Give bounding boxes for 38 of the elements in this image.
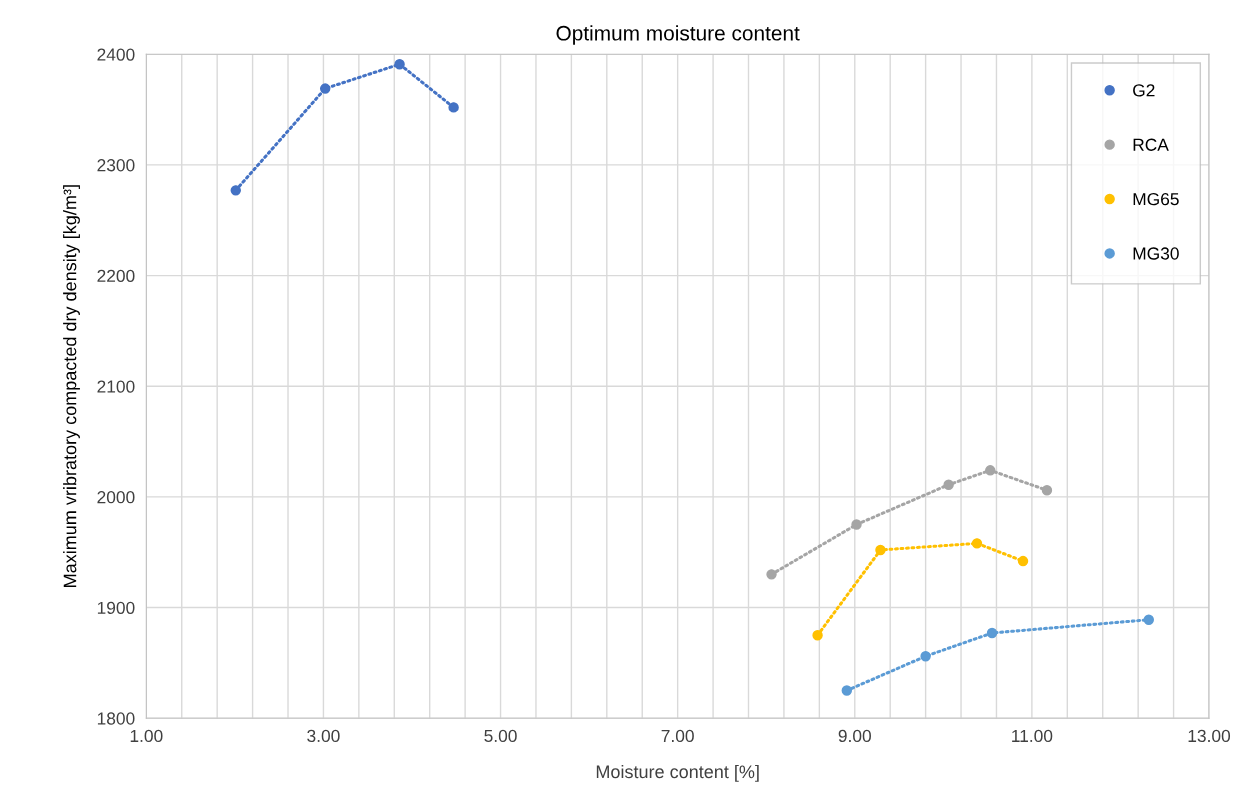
- point: [841, 685, 853, 696]
- y-tick-label: 2000: [97, 491, 135, 504]
- point: [319, 83, 331, 94]
- point: [985, 465, 996, 476]
- x-tick-label: 13.00: [1188, 729, 1231, 743]
- point: [943, 479, 954, 490]
- point: [971, 538, 983, 549]
- x-tick-label: 11.00: [1012, 729, 1053, 743]
- y-tick-label: 1800: [97, 712, 135, 725]
- point: [920, 651, 931, 662]
- point: [986, 627, 998, 639]
- y-tick-label: 2100: [97, 380, 135, 393]
- point: [851, 519, 862, 530]
- y-axis-title: Maximum vribratory compacted dry density [kg/m³]: [63, 185, 80, 587]
- x-axis-title: Moisture content [%]: [596, 764, 759, 782]
- chart-title: Optimum moisture content: [556, 25, 800, 45]
- point: [812, 629, 823, 641]
- legend-label: G2: [1133, 84, 1155, 97]
- point: [875, 544, 886, 556]
- legend-label: MG30: [1133, 247, 1179, 260]
- legend-label: MG65: [1133, 192, 1179, 206]
- point: [1017, 555, 1029, 567]
- x-tick-label: 1.00: [130, 729, 163, 743]
- x-tick-label: 3.00: [307, 729, 340, 743]
- point: [766, 569, 777, 580]
- point: [394, 59, 405, 70]
- point: [1143, 614, 1154, 625]
- y-tick-label: 2300: [97, 159, 135, 172]
- point: [1041, 485, 1053, 496]
- y-tick-label: 2400: [97, 48, 135, 61]
- x-tick-label: 7.00: [661, 729, 694, 743]
- point: [448, 102, 459, 113]
- y-tick-label: 1900: [97, 601, 135, 615]
- y-tick-label: 2200: [97, 269, 135, 283]
- legend-label: RCA: [1133, 138, 1169, 151]
- x-tick-label: 5.00: [484, 729, 517, 743]
- x-tick-label: 9.00: [838, 729, 871, 743]
- point: [230, 185, 241, 196]
